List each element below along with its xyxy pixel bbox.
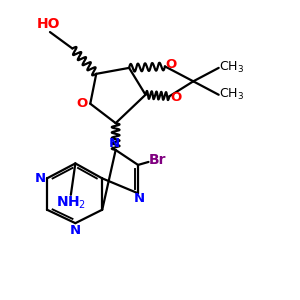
Text: N: N xyxy=(35,172,46,185)
Text: CH$_3$: CH$_3$ xyxy=(219,87,244,102)
Text: N: N xyxy=(109,137,120,150)
Text: O: O xyxy=(76,97,88,110)
Text: O: O xyxy=(166,58,177,71)
Text: N: N xyxy=(70,224,81,237)
Text: Br: Br xyxy=(149,154,166,167)
Text: NH$_2$: NH$_2$ xyxy=(56,195,86,211)
Text: HO: HO xyxy=(37,17,60,31)
Text: CH$_3$: CH$_3$ xyxy=(219,60,244,75)
Text: O: O xyxy=(170,91,182,104)
Text: N: N xyxy=(134,192,145,205)
